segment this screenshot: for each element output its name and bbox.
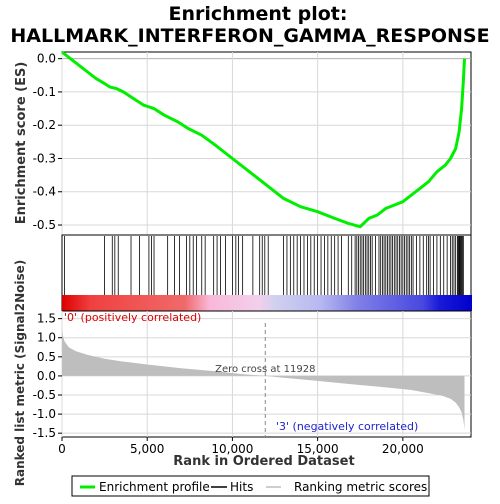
positive-correlation-label: '0' (positively correlated) <box>64 311 201 324</box>
metric-tick-label: -1.5 <box>33 426 56 440</box>
metric-tick-label: 0.5 <box>37 350 56 364</box>
es-tick-label: -0.5 <box>33 218 56 232</box>
es-tick-label: -0.1 <box>33 85 56 99</box>
chart-title-line1: Enrichment plot: <box>169 3 348 25</box>
metric-tick-label: 0.0 <box>37 369 56 383</box>
metric-axis-label: Ranked list metric (Signal2Noise) <box>13 260 27 487</box>
zero-cross-label: Zero cross at 11928 <box>215 364 315 375</box>
es-panel <box>61 51 472 236</box>
x-axis-ticks: 0 5,000 10,000 15,000 20,000 <box>58 437 424 456</box>
x-tick-label: 15,000 <box>297 442 339 456</box>
es-tick-label: -0.3 <box>33 151 56 165</box>
x-axis-label: Rank in Ordered Dataset <box>173 454 354 469</box>
rank-color-bar <box>62 295 472 311</box>
chart-title-line2: HALLMARK_INTERFERON_GAMMA_RESPONSE <box>10 25 489 47</box>
metric-axis-ticks: 1.5 1.0 0.5 0.0 -0.5 -1.0 -1.5 <box>33 312 62 440</box>
x-tick-label: 10,000 <box>211 442 253 456</box>
hit-lines <box>64 236 464 295</box>
metric-tick-label: -0.5 <box>33 388 56 402</box>
es-axis-ticks: 0.0 -0.1 -0.2 -0.3 -0.4 -0.5 <box>33 52 62 232</box>
es-tick-label: -0.2 <box>33 118 56 132</box>
legend-metric-label: Ranking metric scores <box>294 480 427 494</box>
es-curve <box>61 50 466 229</box>
metric-tick-label: -1.0 <box>33 407 56 421</box>
legend-es-label: Enrichment profile <box>99 480 210 494</box>
x-tick-label: 0 <box>58 442 66 456</box>
legend-box <box>71 475 430 497</box>
es-axis-label: Enrichment score (ES) <box>14 62 29 225</box>
metric-tick-label: 1.5 <box>37 312 56 326</box>
legend-hits-label: Hits <box>230 480 253 494</box>
x-tick-label: 20,000 <box>382 442 424 456</box>
es-gridlines <box>61 52 471 235</box>
metric-area <box>62 330 465 430</box>
negative-correlation-label: '3' (negatively correlated) <box>276 420 418 433</box>
es-tick-label: 0.0 <box>37 52 56 66</box>
metric-tick-label: 1.0 <box>37 331 56 345</box>
es-tick-label: -0.4 <box>33 185 56 199</box>
x-tick-label: 5,000 <box>130 442 164 456</box>
